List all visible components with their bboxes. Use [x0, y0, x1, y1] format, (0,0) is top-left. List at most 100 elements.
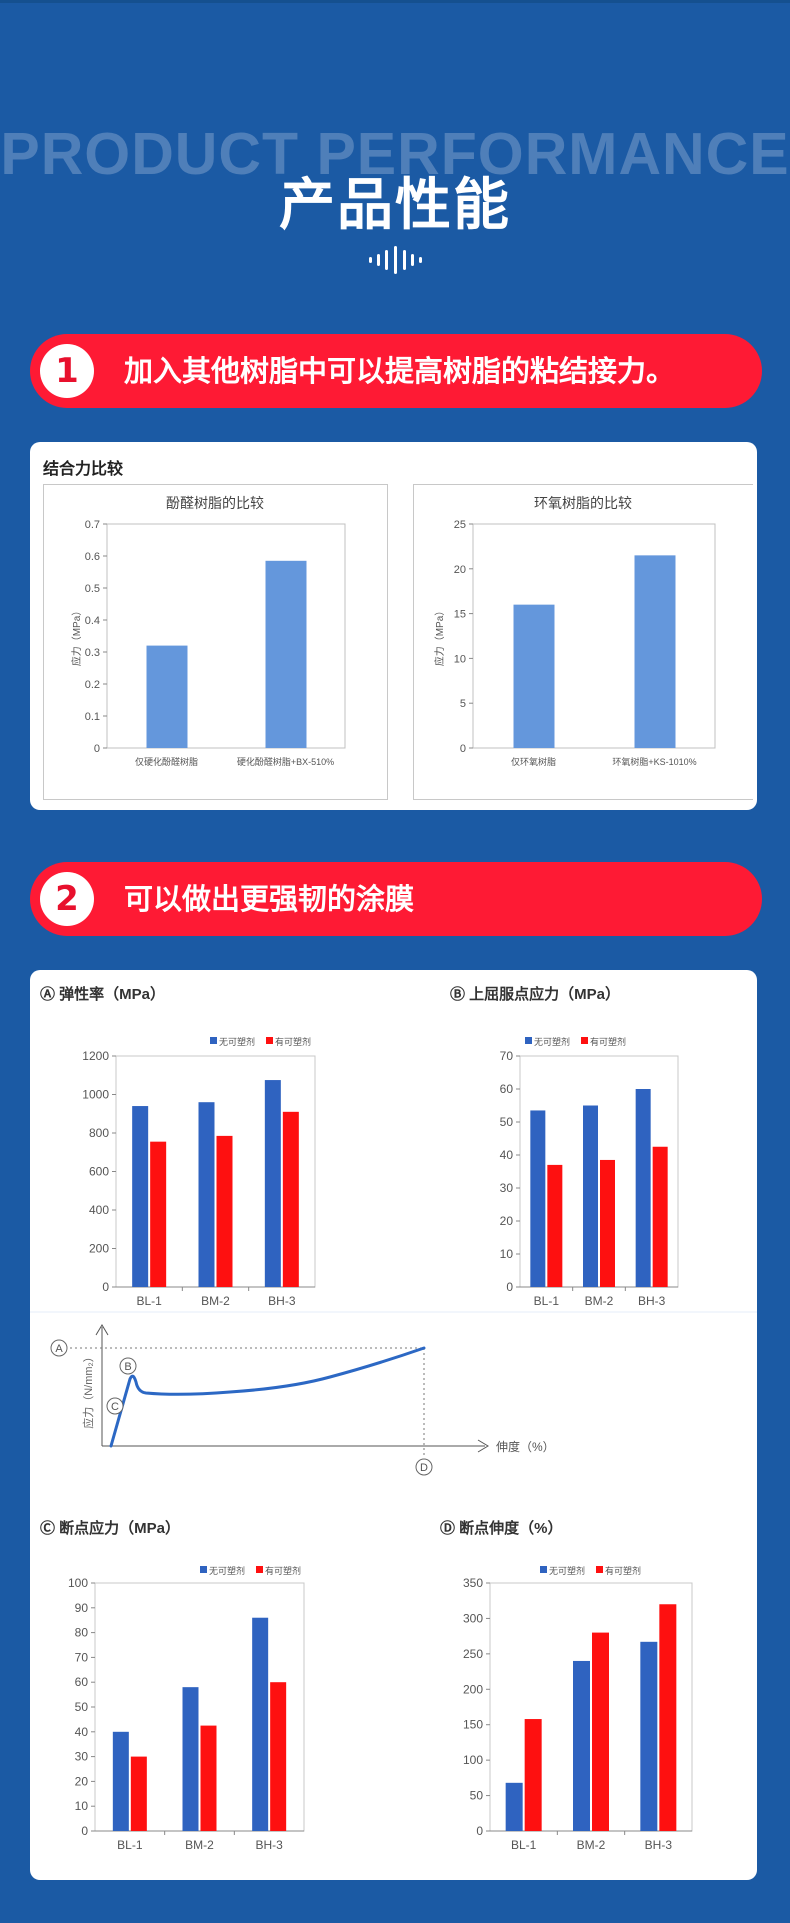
legend-swatch-red [266, 1037, 273, 1044]
y-tick: 100 [463, 1753, 483, 1767]
legend-label: 无可塑剂 [209, 1565, 245, 1576]
x-tick: BH-3 [268, 1294, 296, 1308]
y-tick: 10 [500, 1247, 514, 1261]
bar [282, 1111, 299, 1287]
y-tick: 0.4 [85, 615, 100, 627]
legend-label: 有可塑剂 [275, 1036, 311, 1047]
bar [252, 1617, 269, 1831]
legend-swatch-blue [210, 1037, 217, 1044]
epoxy-resin-chart: 环氧树脂的比较 0 5 10 15 20 25 应力（MPa） 仅环氧树脂 环氧树脂+KS-101… [433, 495, 716, 767]
marker-a [50, 1339, 68, 1357]
y-tick: 0 [460, 743, 466, 755]
legend-swatch-red [581, 1037, 588, 1044]
y-tick: 70 [75, 1650, 89, 1664]
y-tick: 70 [500, 1049, 514, 1063]
section-2-number: 2 [40, 872, 94, 926]
legend-swatch-blue [540, 1566, 547, 1573]
bar [524, 1719, 542, 1831]
x-tick: BM-2 [577, 1838, 606, 1852]
marker-label: D [420, 1462, 428, 1474]
bar [505, 1782, 523, 1831]
y-tick: 0 [102, 1280, 109, 1294]
bar [592, 1632, 609, 1831]
x-tick: BM-2 [585, 1294, 614, 1308]
legend-label: 无可塑剂 [549, 1565, 585, 1576]
sound-wave-icon [369, 246, 422, 274]
marker-b [119, 1357, 137, 1375]
bar [150, 1141, 167, 1287]
y-tick: 100 [68, 1576, 88, 1590]
adhesion-card: 结合力比较 酚醛树脂的比较 0 0.1 0.2 0.3 0.4 0.5 0.6 0.7 应力（MP… [30, 442, 757, 810]
legend-label: 有可塑剂 [605, 1565, 641, 1576]
y-tick: 60 [500, 1082, 514, 1096]
bar [640, 1641, 658, 1831]
y-tick: 15 [454, 609, 466, 621]
elastic-modulus-chart: Ⓐ 弹性率（MPa） 无可塑剂 有可塑剂 0 200 400 600 800 1000 1200 B… [40, 985, 316, 1308]
y-tick: 0 [476, 1824, 483, 1838]
y-tick: 350 [463, 1576, 483, 1590]
y-tick: 600 [89, 1165, 109, 1179]
bar [132, 1106, 149, 1287]
legend-label: 有可塑剂 [265, 1565, 301, 1576]
bar [216, 1135, 233, 1287]
section-1-banner: 1 加入其他树脂中可以提高树脂的粘结接力。 [30, 334, 762, 408]
bar [264, 1080, 281, 1287]
x-tick: 环氧树脂+KS-1010% [612, 756, 696, 767]
bar [659, 1604, 677, 1831]
bar [652, 1146, 668, 1287]
x-tick: BL-1 [534, 1294, 560, 1308]
x-tick: 硬化酚醛树脂+BX-510% [237, 756, 334, 767]
y-tick: 30 [500, 1181, 514, 1195]
y-tick: 1000 [82, 1088, 109, 1102]
y-tick: 60 [75, 1675, 89, 1689]
x-tick: BL-1 [511, 1838, 537, 1852]
marker-label: B [124, 1361, 131, 1373]
chart-title: Ⓒ 断点应力（MPa） [40, 1519, 180, 1537]
y-tick: 150 [463, 1718, 483, 1732]
bar [198, 1102, 215, 1287]
x-tick: BL-1 [117, 1838, 143, 1852]
y-tick: 300 [463, 1611, 483, 1625]
y-tick: 800 [89, 1126, 109, 1140]
break-elongation-chart: Ⓓ 断点伸度（%） 无可塑剂 有可塑剂 0 50 100 150 200 250 300 350 BL… [440, 1519, 693, 1852]
x-tick: 仅硬化酚醛树脂 [135, 756, 198, 767]
y-tick: 25 [454, 519, 466, 531]
y-tick: 20 [500, 1214, 514, 1228]
y-tick: 0 [94, 743, 100, 755]
y-tick: 0.7 [85, 519, 100, 531]
bar [513, 604, 555, 748]
y-tick: 40 [500, 1148, 514, 1162]
page-title: 产品性能 [279, 173, 511, 238]
legend-swatch-red [256, 1566, 263, 1573]
y-axis-label: 应力（MPa） [70, 606, 83, 667]
toughness-card: Ⓐ 弹性率（MPa） 无可塑剂 有可塑剂 0 200 400 600 800 1000 1200 B… [30, 970, 757, 1880]
y-tick: 50 [500, 1115, 514, 1129]
upper-yield-stress-chart: Ⓑ 上屈服点应力（MPa） 无可塑剂 有可塑剂 0 10 20 30 40 50 60 70 BL-1… [450, 985, 679, 1308]
marker-c [106, 1397, 124, 1415]
y-axis-label: 应力（N/mm₂） [81, 1351, 95, 1429]
y-tick: 90 [75, 1601, 89, 1615]
bar [200, 1725, 217, 1831]
chart-title: Ⓐ 弹性率（MPa） [40, 985, 165, 1003]
bar [635, 1089, 651, 1287]
marker-d [415, 1458, 433, 1476]
bar [270, 1682, 287, 1831]
x-tick: BH-3 [645, 1838, 673, 1852]
x-tick: BL-1 [136, 1294, 162, 1308]
chart-title: Ⓓ 断点伸度（%） [440, 1519, 563, 1537]
section-1-title: 加入其他树脂中可以提高树脂的粘结接力。 [124, 354, 676, 388]
adhesion-card-title: 结合力比较 [43, 459, 124, 478]
bar [182, 1687, 199, 1831]
y-tick: 50 [75, 1700, 89, 1714]
legend-swatch-blue [525, 1037, 532, 1044]
y-tick: 30 [75, 1750, 89, 1764]
y-tick: 0 [506, 1280, 513, 1294]
x-tick: BM-2 [201, 1294, 230, 1308]
bar [583, 1105, 598, 1287]
x-tick: 仅环氧树脂 [511, 756, 556, 767]
y-tick: 0.3 [85, 647, 100, 659]
phenolic-resin-chart: 酚醛树脂的比较 0 0.1 0.2 0.3 0.4 0.5 0.6 0.7 应力（MPa） 仅硬化酚… [70, 495, 346, 767]
marker-label: A [55, 1343, 63, 1355]
bar [112, 1731, 129, 1831]
phenolic-chart-frame [43, 484, 388, 800]
